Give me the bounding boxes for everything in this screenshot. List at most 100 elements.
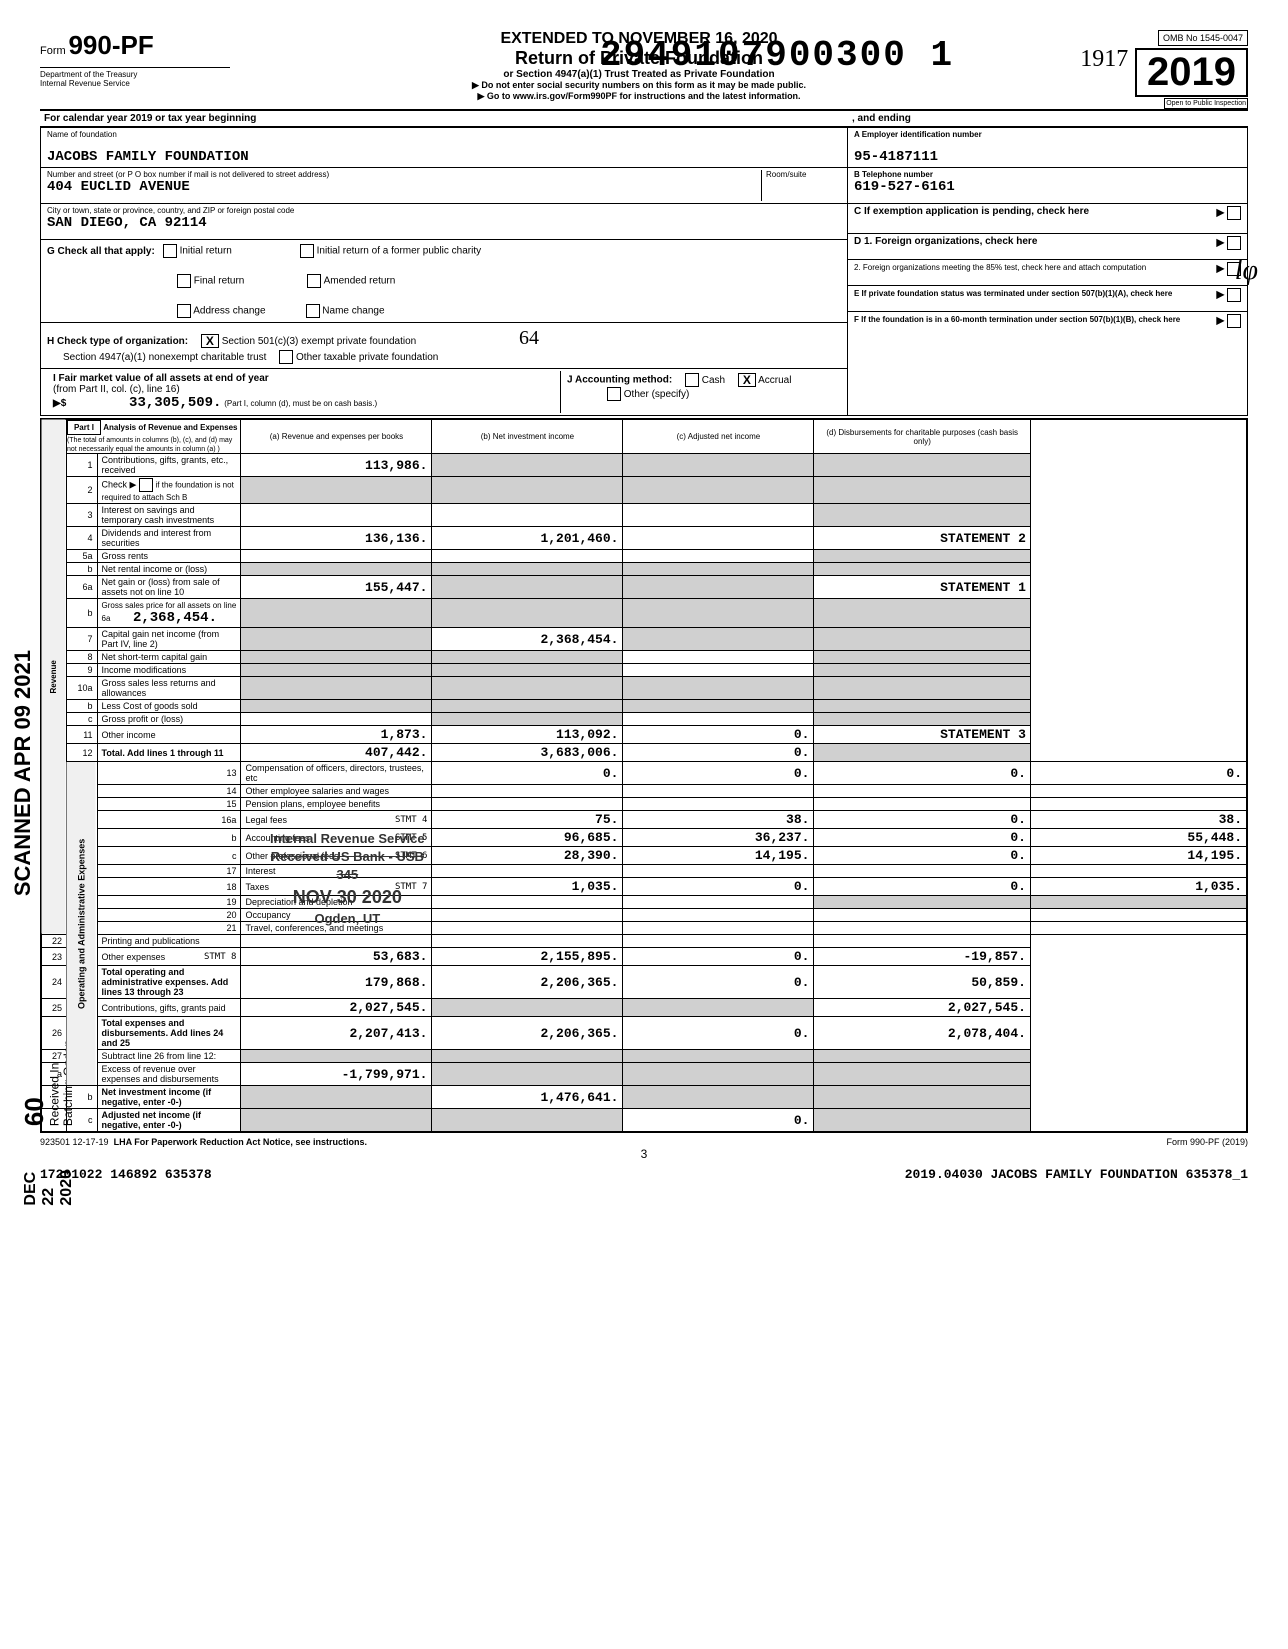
- box-f-checkbox[interactable]: [1227, 314, 1241, 328]
- dec-date-stamp: DEC 22 2020: [22, 1170, 76, 1206]
- part-i-header-row: Revenue Part I Analysis of Revenue and E…: [41, 419, 1247, 454]
- initial-return-checkbox[interactable]: [163, 244, 177, 258]
- line-3: 3Interest on savings and temporary cash …: [41, 504, 1247, 527]
- part-i-sub: (The total of amounts in columns (b), (c…: [67, 437, 232, 453]
- h-label: H Check type of organization:: [47, 336, 188, 347]
- line-16b: bAccounting feesSTMT 596,685.36,237.0.55…: [41, 829, 1247, 847]
- city-row: City or town, state or province, country…: [41, 204, 847, 240]
- city-state-zip: SAN DIEGO, CA 92114: [47, 215, 841, 231]
- 501c3-checkbox[interactable]: X: [201, 334, 219, 348]
- part-i-label: Part I: [67, 420, 101, 435]
- line-25: 25Contributions, gifts, grants paid2,027…: [41, 999, 1247, 1017]
- col-a-header: (a) Revenue and expenses per books: [241, 419, 432, 454]
- box-f-label: F If the foundation is in a 60-month ter…: [854, 315, 1180, 324]
- box-d1-label: D 1. Foreign organizations, check here: [854, 236, 1037, 247]
- sch-b-checkbox[interactable]: [139, 478, 153, 492]
- line-5a: 5aGross rents: [41, 550, 1247, 563]
- tax-year: 2019: [1135, 48, 1248, 97]
- handwritten-1917: 1917: [1080, 46, 1128, 73]
- box-c-checkbox[interactable]: [1227, 206, 1241, 220]
- line-27b: bNet investment income (if negative, ent…: [41, 1086, 1247, 1109]
- line-20: 20Occupancy: [41, 909, 1247, 922]
- box-d1-checkbox[interactable]: [1227, 236, 1241, 250]
- page-number: 3: [40, 1147, 1248, 1161]
- g-label: G Check all that apply:: [47, 246, 155, 257]
- other-taxable-checkbox[interactable]: [279, 350, 293, 364]
- section-g-row: G Check all that apply: Initial return I…: [41, 240, 847, 323]
- calendar-year-label: For calendar year 2019 or tax year begin…: [40, 111, 848, 126]
- omb-number: OMB No 1545-0047: [1158, 30, 1248, 46]
- part-i-title: Analysis of Revenue and Expenses: [103, 423, 237, 432]
- h-sub: Section 4947(a)(1) nonexempt charitable …: [63, 352, 266, 363]
- address-change-checkbox[interactable]: [177, 304, 191, 318]
- initial-return-former-checkbox[interactable]: [300, 244, 314, 258]
- final-return-checkbox[interactable]: [177, 274, 191, 288]
- ein-value: 95-4187111: [854, 149, 1241, 165]
- footer-lha: LHA For Paperwork Reduction Act Notice, …: [114, 1137, 367, 1147]
- handwritten-64: 64: [519, 327, 539, 349]
- line-26: 26Total expenses and disbursements. Add …: [41, 1017, 1247, 1050]
- line-22: 22Printing and publications: [41, 935, 1247, 948]
- line-10b: bLess Cost of goods sold: [41, 700, 1247, 713]
- cash-checkbox[interactable]: [685, 373, 699, 387]
- j-label: J Accounting method:: [567, 375, 672, 386]
- box-d1-row: D 1. Foreign organizations, check here ▶: [848, 234, 1247, 260]
- year-box: OMB No 1545-0047 1917 2019 Open to Publi…: [1048, 30, 1248, 109]
- line-4: 4Dividends and interest from securities1…: [41, 527, 1247, 550]
- room-suite-label: Room/suite: [766, 170, 841, 179]
- accrual-checkbox[interactable]: X: [738, 373, 756, 387]
- col-b-header: (b) Net investment income: [432, 419, 623, 454]
- subtitle-3: ▶ Go to www.irs.gov/Form990PF for instru…: [230, 91, 1048, 102]
- foundation-name-label: Name of foundation: [47, 130, 841, 139]
- phone-row: B Telephone number 619-527-6161: [848, 168, 1247, 204]
- i-note: (Part I, column (d), must be on cash bas…: [224, 399, 377, 408]
- line-8: 8Net short-term capital gain: [41, 651, 1247, 664]
- form-number-box: Form 990-PF Department of the Treasury I…: [40, 30, 230, 88]
- footer-code: 923501 12-17-19: [40, 1137, 109, 1147]
- name-row: Name of foundation JACOBS FAMILY FOUNDAT…: [41, 128, 847, 168]
- line-27a: aExcess of revenue over expenses and dis…: [41, 1063, 1247, 1086]
- box-d2-row: 2. Foreign organizations meeting the 85%…: [848, 260, 1247, 286]
- calendar-year-row: For calendar year 2019 or tax year begin…: [40, 109, 1248, 126]
- i-sub: (from Part II, col. (c), line 16): [53, 384, 180, 395]
- other-method-checkbox[interactable]: [607, 387, 621, 401]
- entity-info-block: Name of foundation JACOBS FAMILY FOUNDAT…: [40, 126, 1248, 416]
- name-address-block: Name of foundation JACOBS FAMILY FOUNDAT…: [41, 128, 847, 415]
- street-address: 404 EUCLID AVENUE: [47, 179, 761, 195]
- foundation-name: JACOBS FAMILY FOUNDATION: [47, 149, 841, 165]
- box-c-row: C If exemption application is pending, c…: [848, 204, 1247, 234]
- box-c-label: C If exemption application is pending, c…: [854, 206, 1089, 217]
- col-c-header: (c) Adjusted net income: [623, 419, 814, 454]
- phone-label: B Telephone number: [854, 170, 1241, 179]
- part-i-table: Revenue Part I Analysis of Revenue and E…: [40, 418, 1248, 1133]
- col-d-header: (d) Disbursements for charitable purpose…: [814, 419, 1030, 454]
- line-10a: 10aGross sales less returns and allowanc…: [41, 677, 1247, 700]
- form-page: 2949107900300 1 SCANNED APR 09 2021 60 R…: [40, 30, 1248, 1182]
- i-label: I Fair market value of all assets at end…: [53, 373, 269, 384]
- line-9: 9Income modifications: [41, 664, 1247, 677]
- initial-signature: lφ: [1235, 255, 1258, 287]
- line-2: 2Check ▶ if the foundation is not requir…: [41, 477, 1247, 504]
- sixty-stamp: 60: [20, 1040, 49, 1126]
- irs-received-stamp: Internal Revenue Service Received US Ban…: [270, 830, 425, 928]
- bottom-right: 2019.04030 JACOBS FAMILY FOUNDATION 6353…: [905, 1167, 1248, 1182]
- city-label: City or town, state or province, country…: [47, 206, 841, 215]
- line-24: 24Total operating and administrative exp…: [41, 966, 1247, 999]
- ein-row: A Employer identification number 95-4187…: [848, 128, 1247, 168]
- amended-return-checkbox[interactable]: [307, 274, 321, 288]
- and-ending-label: , and ending: [848, 111, 1248, 126]
- address-label: Number and street (or P O box number if …: [47, 170, 761, 179]
- ein-label: A Employer identification number: [854, 130, 1241, 139]
- ein-phone-block: A Employer identification number 95-4187…: [847, 128, 1247, 415]
- line-7: 7Capital gain net income (from Part IV, …: [41, 628, 1247, 651]
- form-number: 990-PF: [68, 30, 153, 60]
- line-6a: 6aNet gain or (loss) from sale of assets…: [41, 576, 1247, 599]
- box-d2-label: 2. Foreign organizations meeting the 85%…: [854, 263, 1146, 272]
- box-e-checkbox[interactable]: [1227, 288, 1241, 302]
- line-16a: 16aLegal feesSTMT 475.38.0.38.: [41, 811, 1247, 829]
- phone-value: 619-527-6161: [854, 179, 1241, 195]
- line-1: 1Contributions, gifts, grants, etc., rec…: [41, 454, 1247, 477]
- line-21: 21Travel, conferences, and meetings: [41, 922, 1247, 935]
- name-change-checkbox[interactable]: [306, 304, 320, 318]
- fmv-value: 33,305,509.: [129, 395, 221, 411]
